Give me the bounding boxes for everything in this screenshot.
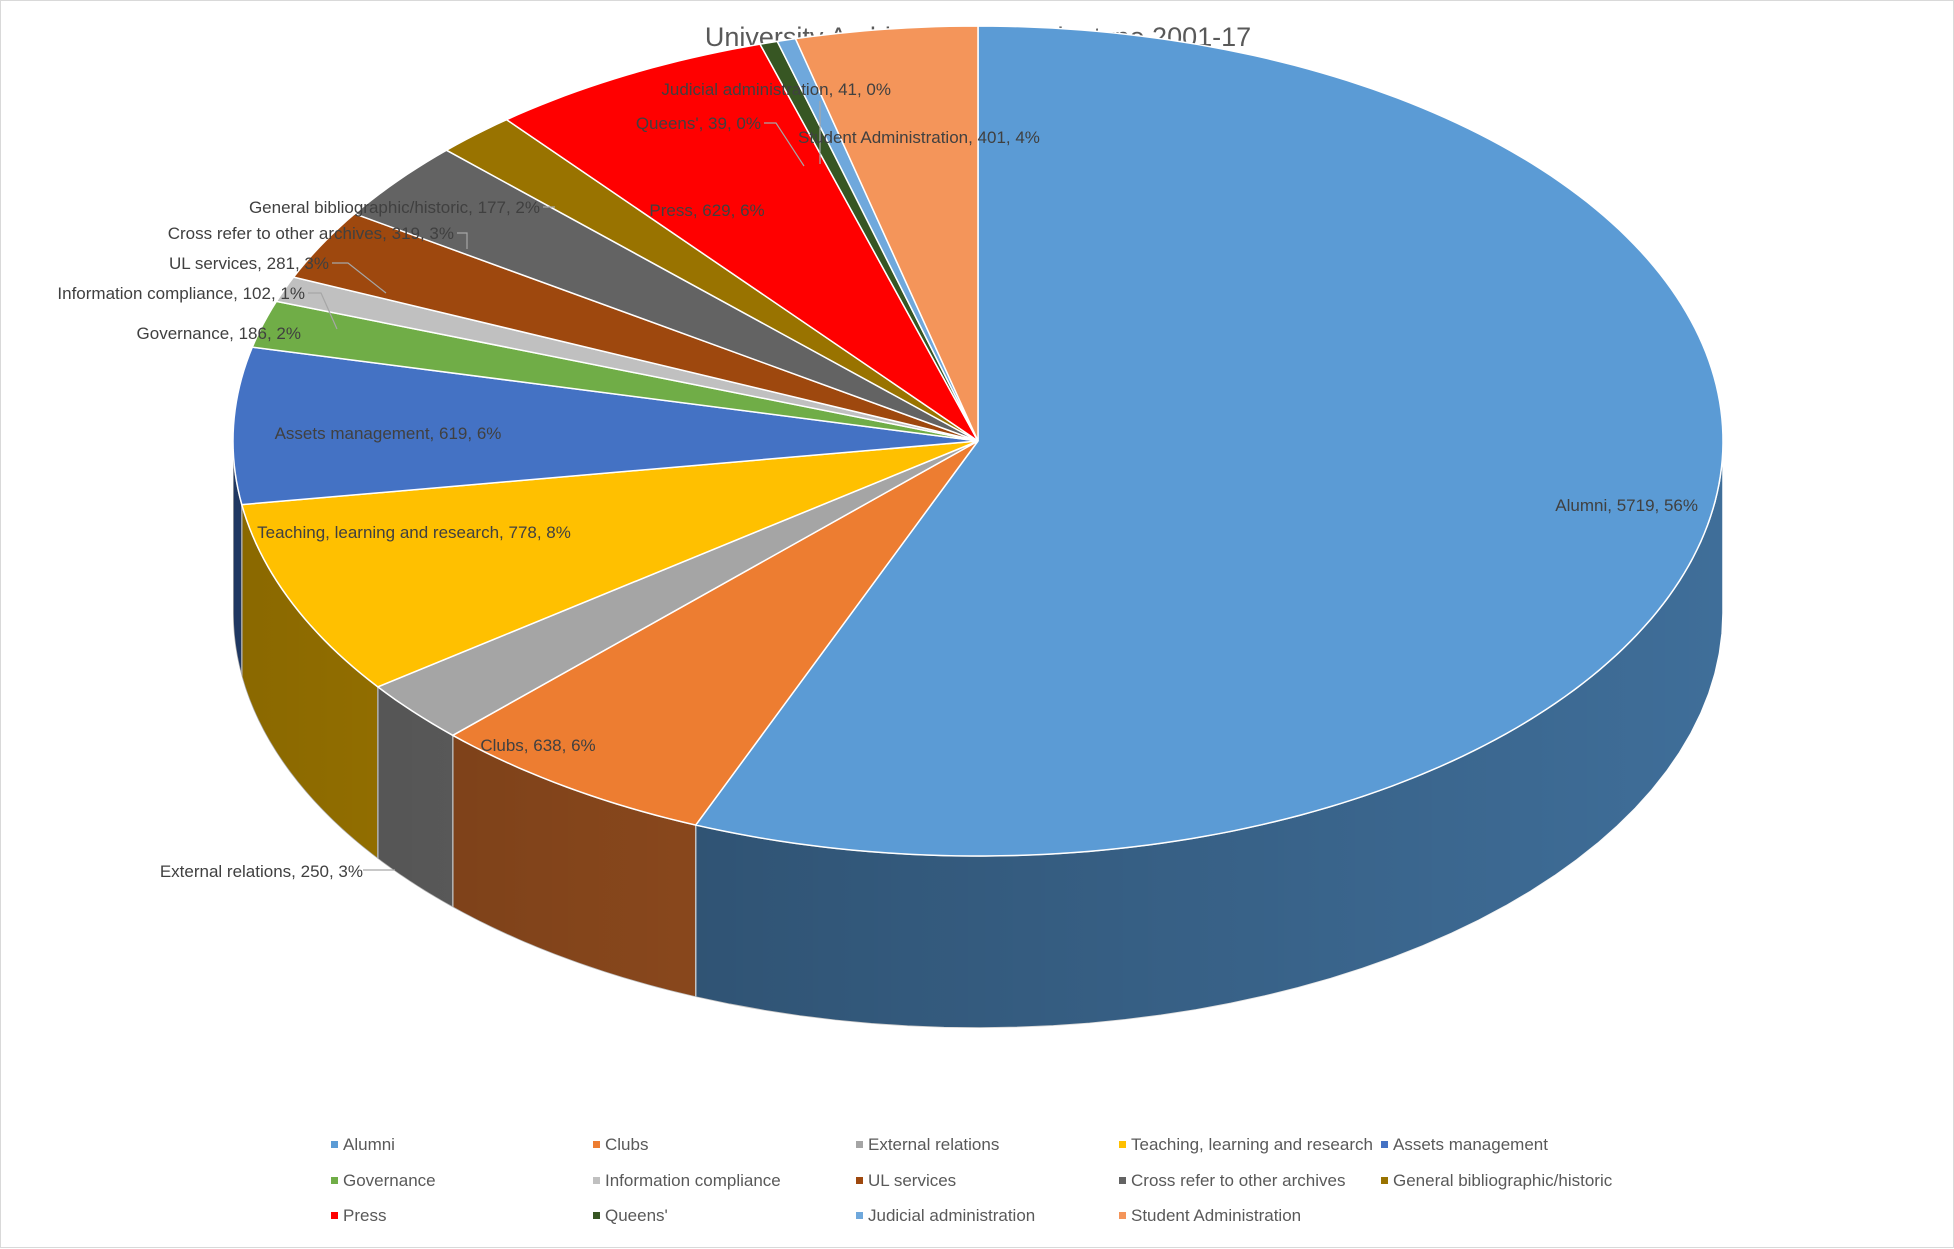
legend-item-clubs: Clubs xyxy=(593,1135,648,1154)
data-label-information-compliance: Information compliance, 102, 1% xyxy=(57,284,305,303)
legend-swatch xyxy=(1119,1212,1126,1219)
legend-label: UL services xyxy=(868,1171,956,1190)
slice-student-administration xyxy=(794,25,979,442)
leader-line-cross-refer-to-other-archives xyxy=(457,232,468,249)
data-label-judicial-administration: Judicial administration, 41, 0% xyxy=(661,80,891,99)
legend-swatch xyxy=(856,1141,863,1148)
legend-item-general-bibliographic-historic: General bibliographic/historic xyxy=(1381,1171,1613,1190)
legend-item-information-compliance: Information compliance xyxy=(593,1171,781,1190)
legend-swatch xyxy=(856,1212,863,1219)
data-label-governance: Governance, 186, 2% xyxy=(137,324,301,343)
legend-label: Press xyxy=(343,1206,386,1225)
data-label-queens: Queens', 39, 0% xyxy=(636,114,761,133)
data-label-general-bibliographic-historic: General bibliographic/historic, 177, 2% xyxy=(249,198,540,217)
legend-item-external-relations: External relations xyxy=(856,1135,999,1154)
slice-teaching-learning-and-research xyxy=(240,440,979,688)
legend-label: Student Administration xyxy=(1131,1206,1301,1225)
leader-line-information-compliance xyxy=(308,292,338,330)
legend-label: Alumni xyxy=(343,1135,395,1154)
legend-item-queens: Queens' xyxy=(593,1206,668,1225)
legend-label: External relations xyxy=(868,1135,999,1154)
data-label-teaching-learning-and-research: Teaching, learning and research, 778, 8% xyxy=(257,523,571,542)
slice-clubs xyxy=(451,440,979,826)
slice-alumni xyxy=(694,25,1724,857)
slice-cross-refer-to-other-archives xyxy=(353,149,979,442)
legend-swatch xyxy=(1119,1141,1126,1148)
legend-item-cross-refer-to-other-archives: Cross refer to other archives xyxy=(1119,1171,1345,1190)
legend-swatch xyxy=(331,1141,338,1148)
legend-item-alumni: Alumni xyxy=(331,1135,395,1154)
legend-item-press: Press xyxy=(331,1206,386,1225)
leader-line-queens xyxy=(764,122,805,167)
slice-press xyxy=(505,43,979,442)
legend-label: Clubs xyxy=(605,1135,648,1154)
data-label-assets-management: Assets management, 619, 6% xyxy=(275,424,502,443)
legend-swatch xyxy=(331,1177,338,1184)
legend-item-teaching-learning-and-research: Teaching, learning and research xyxy=(1119,1135,1373,1154)
legend: Alumni Clubs External relations Teaching, l… xyxy=(331,1135,1613,1225)
slice-general-bibliographic-historic xyxy=(444,118,979,442)
legend-swatch xyxy=(331,1212,338,1219)
slice-external-relations xyxy=(376,440,979,737)
leader-line-ul-services xyxy=(332,262,387,294)
legend-label: Information compliance xyxy=(605,1171,781,1190)
legend-swatch xyxy=(593,1141,600,1148)
legend-label: Governance xyxy=(343,1171,436,1190)
data-label-clubs: Clubs, 638, 6% xyxy=(480,736,595,755)
legend-item-ul-services: UL services xyxy=(856,1171,956,1190)
legend-swatch xyxy=(856,1177,863,1184)
legend-swatch xyxy=(1381,1177,1388,1184)
legend-swatch xyxy=(593,1177,600,1184)
side-shading xyxy=(233,441,1723,1028)
legend-label: Teaching, learning and research xyxy=(1131,1135,1373,1154)
pie-slices xyxy=(232,25,1724,857)
legend-label: Queens' xyxy=(605,1206,668,1225)
legend-label: Cross refer to other archives xyxy=(1131,1171,1345,1190)
data-label-external-relations: External relations, 250, 3% xyxy=(160,862,363,881)
legend-item-governance: Governance xyxy=(331,1171,436,1190)
legend-swatch xyxy=(593,1212,600,1219)
legend-swatch xyxy=(1119,1177,1126,1184)
data-label-alumni: Alumni, 5719, 56% xyxy=(1555,496,1698,515)
legend-item-judicial-administration: Judicial administration xyxy=(856,1206,1035,1225)
data-label-ul-services: UL services, 281, 3% xyxy=(169,254,329,273)
legend-label: Assets management xyxy=(1393,1135,1548,1154)
leader-lines xyxy=(308,101,821,871)
data-label-student-administration: Student Administration, 401, 4% xyxy=(798,128,1040,147)
slice-ul-services xyxy=(292,212,979,442)
slice-assets-management xyxy=(232,346,979,506)
slice-governance xyxy=(251,300,979,442)
legend-item-student-administration: Student Administration xyxy=(1119,1206,1301,1225)
data-labels: Alumni, 5719, 56% Clubs, 638, 6% External … xyxy=(57,80,1698,881)
legend-label: Judicial administration xyxy=(868,1206,1035,1225)
legend-swatch xyxy=(1381,1141,1388,1148)
pie-sides xyxy=(232,440,1724,1029)
legend-label: General bibliographic/historic xyxy=(1393,1171,1613,1190)
data-label-cross-refer-to-other-archives: Cross refer to other archives, 319, 3% xyxy=(168,224,454,243)
data-label-press: Press, 629, 6% xyxy=(649,201,764,220)
legend-item-assets-management: Assets management xyxy=(1381,1135,1548,1154)
